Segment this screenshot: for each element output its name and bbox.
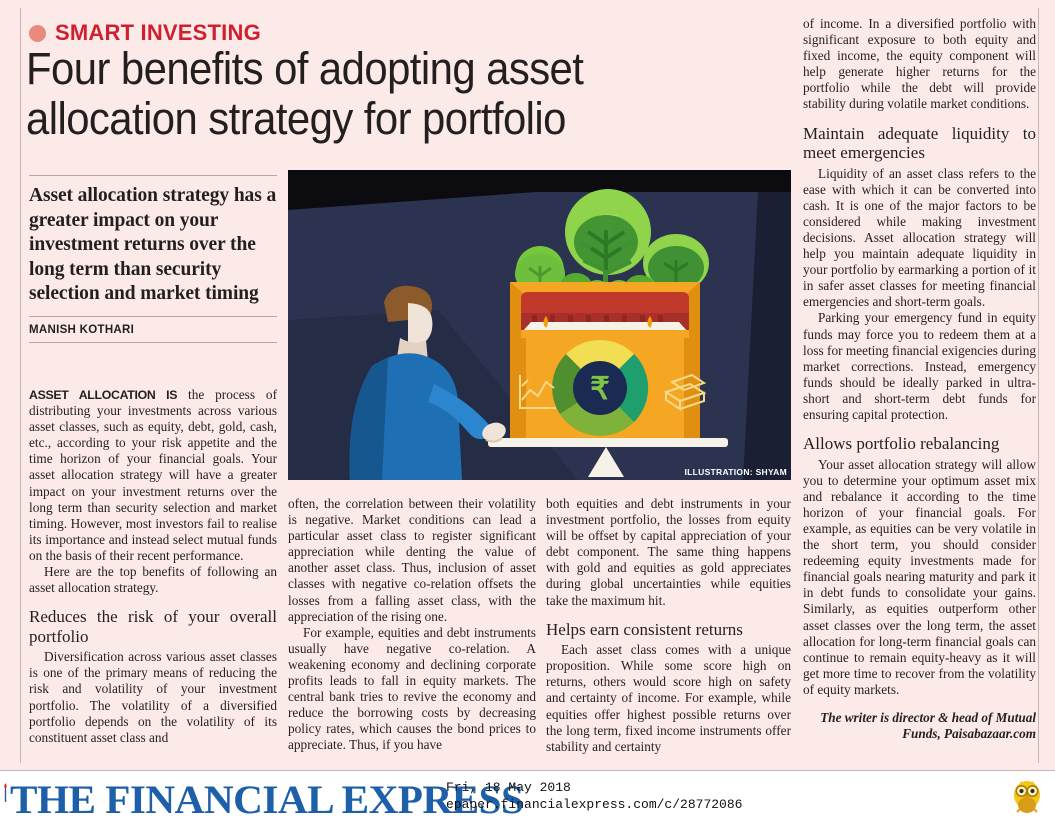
publication-date: Fri, 18 May 2018 [446, 780, 571, 795]
divider [29, 175, 277, 176]
flame-icon [4, 783, 7, 802]
illustration-credit: ILLUSTRATION: SHYAM [684, 467, 787, 477]
paragraph: of income. In a diversified portfolio wi… [803, 16, 1036, 112]
paragraph: often, the correlation between their vol… [288, 496, 536, 624]
epaper-url[interactable]: epaper.financialexpress.com/c/28772086 [446, 797, 743, 812]
owl-mascot-icon [1014, 781, 1040, 813]
paragraph: Your asset allocation strategy will allo… [803, 456, 1036, 697]
epaper-footer: THE FINANCIAL EXPRESS Fri, 18 May 2018 e… [0, 770, 1055, 822]
masthead-logo: THE FINANCIAL EXPRESS [10, 777, 524, 822]
writer-credit: The writer is director & head of Mutual … [820, 709, 1036, 742]
paragraph: Each asset class comes with a unique pro… [546, 642, 791, 754]
illustration-svg: ₹ ₹ [288, 170, 791, 480]
section-subhead: Reduces the risk of your overall portfol… [29, 607, 277, 646]
paragraph: Diversification across various asset cla… [29, 649, 277, 745]
lede-lead-in: ASSET ALLOCATION IS [29, 388, 178, 402]
right-margin-rule [1038, 8, 1039, 763]
kicker-label: SMART INVESTING [55, 20, 261, 45]
paragraph-lede: ASSET ALLOCATION IS the process of distr… [29, 387, 277, 564]
column-2-body: often, the correlation between their vol… [288, 496, 536, 754]
section-subhead: Allows portfolio rebalancing [803, 434, 1000, 454]
column-4-body: of income. In a diversified portfolio wi… [803, 16, 1036, 742]
article-illustration: ₹ ₹ [288, 170, 791, 480]
paragraph: both equities and debt instruments in yo… [546, 496, 791, 608]
divider [29, 315, 277, 317]
page-title: Four benefits of adopting asset allocati… [26, 43, 584, 144]
paragraph: For example, equities and debt instrumen… [288, 624, 536, 753]
section-subhead: Helps earn consistent returns [546, 619, 743, 639]
paragraph: Parking your emergency fund in equity fu… [803, 310, 1036, 422]
section-subhead: Maintain adequate liquidity to meet emer… [803, 123, 1036, 163]
paragraph: Liquidity of an asset class refers to th… [803, 165, 1036, 310]
bullet-dot-icon [29, 24, 46, 42]
column-3-body: both equities and debt instruments in yo… [546, 496, 791, 755]
left-margin-rule [20, 8, 21, 763]
article-canvas: SMART INVESTING Four benefits of adoptin… [20, 8, 1039, 763]
lede-rest: the process of distributing your investm… [29, 387, 278, 563]
divider [29, 341, 277, 343]
standfirst-text: Asset allocation strategy has a greater … [29, 185, 277, 304]
svg-text:₹: ₹ [590, 371, 610, 406]
standfirst-block: Asset allocation strategy has a greater … [29, 175, 277, 351]
paragraph: Here are the top benefits of following a… [29, 564, 277, 596]
byline: MANISH KOTHARI [29, 323, 135, 336]
section-kicker: SMART INVESTING [29, 20, 261, 46]
footer-meta: Fri, 18 May 2018 epaper.financialexpress… [446, 779, 742, 813]
column-1-body: ASSET ALLOCATION IS the process of distr… [29, 387, 277, 746]
